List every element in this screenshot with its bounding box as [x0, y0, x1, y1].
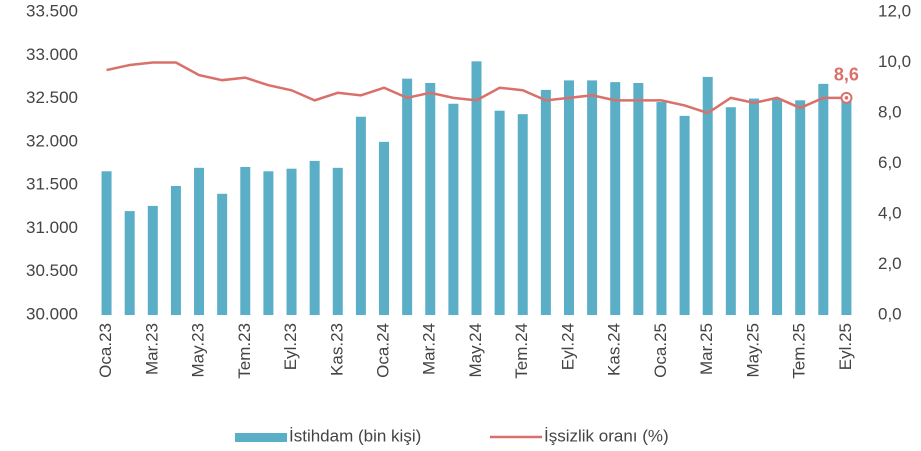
x-tick-label: Tem.23	[235, 323, 254, 379]
bar	[194, 167, 205, 315]
bar	[124, 211, 135, 315]
x-tick-label: Eyl.25	[836, 323, 855, 370]
x-tick-label: Tem.25	[790, 323, 809, 379]
bar	[841, 96, 852, 315]
x-tick-label: Oca.23	[96, 323, 115, 378]
y-tick-label: 33.500	[26, 1, 78, 20]
y2-tick-label: 2,0	[878, 254, 902, 273]
y-tick-label: 31.500	[26, 175, 78, 194]
bar	[263, 171, 274, 315]
bar	[540, 89, 551, 316]
bar	[702, 76, 713, 315]
bar	[379, 141, 390, 315]
x-tick-label: Mar.25	[697, 323, 716, 375]
y2-tick-label: 6,0	[878, 153, 902, 172]
y2-tick-label: 4,0	[878, 203, 902, 222]
x-tick-label: Mar.23	[142, 323, 161, 375]
y-tick-label: 30.500	[26, 261, 78, 280]
y-tick-label: 32.000	[26, 131, 78, 150]
bar	[170, 186, 181, 315]
x-tick-label: Kas.24	[605, 323, 624, 376]
bar	[656, 102, 667, 315]
x-tick-label: May.23	[189, 323, 208, 378]
bar	[240, 166, 251, 315]
y-tick-label: 32.500	[26, 88, 78, 107]
bar	[679, 115, 690, 315]
x-tick-label: Oca.25	[651, 323, 670, 378]
x-tick-label: Oca.24	[373, 323, 392, 378]
y2-tick-label: 12,0	[878, 1, 911, 20]
bar	[286, 168, 297, 315]
bar	[332, 167, 343, 315]
x-tick-label: Eyl.24	[558, 323, 577, 370]
bar	[795, 100, 806, 315]
y2-tick-label: 10,0	[878, 52, 911, 71]
y2-tick-label: 0,0	[878, 304, 902, 323]
bar	[748, 98, 759, 315]
bar	[725, 107, 736, 315]
bar	[471, 61, 482, 315]
bar	[494, 110, 505, 315]
legend-label: İstihdam (bin kişi)	[289, 426, 421, 445]
bar	[587, 80, 598, 316]
bar	[402, 78, 413, 315]
x-tick-label: Mar.24	[420, 323, 439, 375]
legend-label: İşsizlik oranı (%)	[544, 426, 669, 445]
bar	[425, 82, 436, 315]
y-tick-label: 33.000	[26, 45, 78, 64]
point-dot	[844, 96, 849, 100]
bar	[610, 82, 621, 315]
bar	[309, 160, 320, 315]
bar	[633, 82, 644, 315]
bar	[147, 205, 158, 315]
bar	[448, 103, 459, 315]
bar	[818, 83, 829, 316]
x-tick-label: Kas.23	[327, 323, 346, 376]
line	[106, 61, 847, 115]
x-tick-label: May.24	[466, 323, 485, 378]
bar	[101, 171, 112, 315]
bar	[355, 116, 366, 315]
x-tick-label: Tem.24	[512, 323, 531, 379]
bar	[217, 193, 228, 315]
x-tick-label: May.25	[743, 323, 762, 378]
y-tick-label: 30.000	[26, 304, 78, 323]
bar	[563, 80, 574, 316]
bar	[772, 98, 783, 315]
legend-swatch	[235, 433, 287, 442]
bar	[517, 114, 528, 315]
value-label: 8,6	[834, 65, 859, 85]
x-tick-label: Eyl.23	[281, 323, 300, 370]
y2-tick-label: 8,0	[878, 102, 902, 121]
y-tick-label: 31.000	[26, 218, 78, 237]
